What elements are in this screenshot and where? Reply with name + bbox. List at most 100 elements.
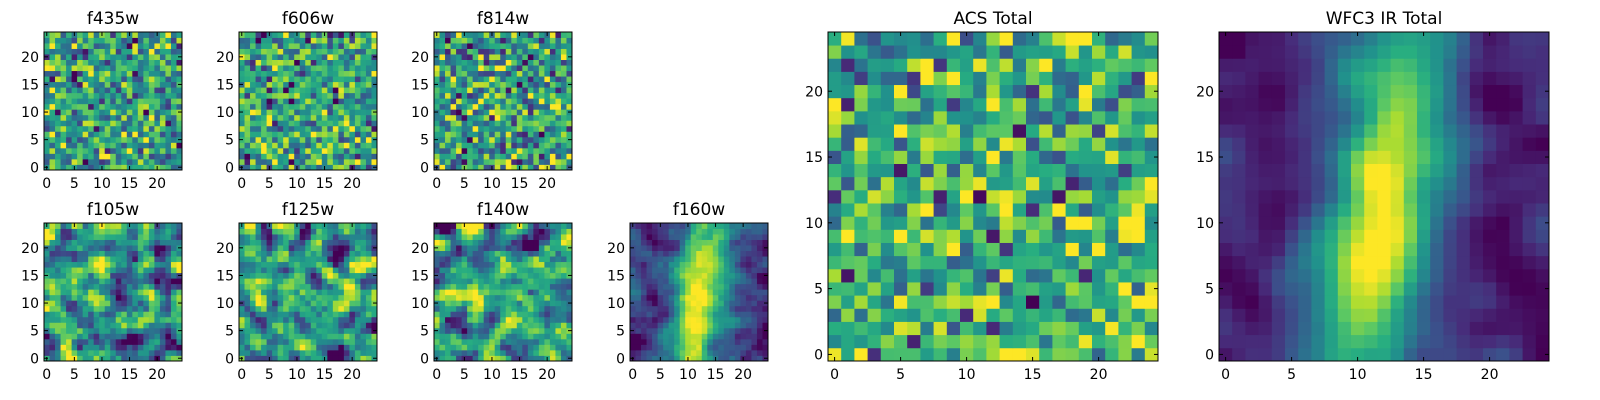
heatmap-cell	[305, 327, 312, 334]
heatmap-cell	[555, 322, 562, 329]
heatmap-cell	[159, 311, 166, 318]
heatmap-cell	[121, 349, 128, 356]
heatmap-cell	[77, 158, 84, 165]
heatmap-cell	[505, 164, 512, 171]
heatmap-cell	[338, 92, 345, 99]
heatmap-cell	[244, 131, 251, 138]
heatmap-cell	[516, 48, 523, 55]
heatmap-cell	[299, 103, 306, 110]
heatmap-cell	[239, 261, 245, 268]
heatmap-cell	[277, 228, 284, 235]
heatmap-cell	[288, 234, 295, 240]
heatmap-cell	[538, 338, 545, 345]
heatmap-cell	[77, 355, 84, 362]
heatmap-cell	[1026, 189, 1040, 204]
heatmap-cell	[272, 125, 279, 132]
panel-title: f105w	[87, 200, 139, 220]
heatmap-cell	[71, 261, 78, 268]
heatmap-cell	[494, 120, 501, 127]
heatmap-cell	[305, 81, 312, 88]
heatmap-cell	[371, 92, 378, 99]
heatmap-cell	[500, 98, 507, 105]
heatmap-cell	[321, 103, 328, 110]
heatmap-cell	[99, 267, 106, 274]
heatmap-cell	[894, 255, 908, 270]
heatmap-cell	[472, 114, 479, 121]
heatmap-cell	[371, 267, 378, 274]
heatmap-cell	[560, 136, 567, 143]
heatmap-cell	[478, 120, 485, 127]
heatmap-cell	[483, 48, 490, 55]
heatmap-cell	[143, 92, 150, 99]
heatmap-cell	[445, 250, 451, 257]
heatmap-cell	[104, 32, 111, 38]
heatmap-cell	[294, 153, 301, 160]
heatmap-cell	[500, 65, 507, 72]
heatmap-cell	[461, 283, 468, 290]
heatmap-cell	[946, 347, 961, 362]
heatmap-cell	[511, 158, 518, 165]
heatmap-cell	[288, 54, 295, 60]
heatmap-cell	[371, 256, 378, 263]
heatmap-cell	[170, 300, 177, 307]
heatmap-cell	[332, 114, 339, 121]
heatmap-cell	[668, 223, 675, 229]
heatmap-cell	[71, 136, 78, 143]
heatmap-cell	[310, 92, 317, 99]
heatmap-cell	[450, 70, 457, 77]
heatmap-cell	[560, 70, 567, 77]
heatmap-cell	[110, 92, 117, 99]
heatmap-cell	[560, 333, 567, 340]
heatmap-cell	[657, 267, 664, 274]
heatmap-cell	[973, 163, 987, 178]
heatmap-cell	[261, 136, 267, 143]
heatmap-cell	[445, 355, 451, 362]
heatmap-cell	[272, 305, 279, 312]
heatmap-cell	[71, 305, 78, 312]
heatmap-cell	[55, 316, 61, 323]
heatmap-cell	[434, 349, 440, 356]
heatmap-cell	[483, 65, 490, 72]
heatmap-cell	[104, 54, 111, 60]
heatmap-cell	[478, 65, 485, 72]
heatmap-cell	[549, 43, 556, 49]
heatmap-cell	[445, 103, 451, 110]
heatmap-cell	[745, 311, 752, 318]
heatmap-cell	[679, 283, 686, 290]
heatmap-cell	[272, 349, 279, 356]
heatmap-cell	[973, 295, 987, 309]
heatmap-cell	[511, 355, 518, 362]
heatmap-cell	[456, 338, 462, 345]
heatmap-cell	[522, 103, 529, 110]
heatmap-cell	[148, 136, 155, 143]
heatmap-cell	[321, 322, 328, 329]
heatmap-cell	[143, 98, 150, 105]
heatmap-cell	[522, 349, 529, 356]
heatmap-cell	[365, 283, 372, 290]
heatmap-cell	[115, 158, 122, 165]
y-tick-label: 10	[216, 296, 234, 312]
heatmap-cell	[1092, 176, 1106, 191]
heatmap-cell	[555, 153, 562, 160]
heatmap-cell	[439, 239, 446, 246]
heatmap-cell	[327, 245, 334, 251]
heatmap-cell	[450, 114, 457, 121]
heatmap-cell	[261, 305, 267, 312]
heatmap-cell	[522, 70, 529, 77]
heatmap-cell	[450, 48, 457, 55]
heatmap-cell	[170, 37, 177, 44]
heatmap-cell	[288, 223, 295, 229]
heatmap-cell	[299, 234, 306, 240]
heatmap-cell	[316, 272, 323, 279]
heatmap-cell	[250, 223, 256, 229]
heatmap-cell	[467, 32, 474, 38]
heatmap-cell	[115, 120, 122, 127]
heatmap-cell	[66, 223, 72, 229]
heatmap-cell	[99, 59, 106, 66]
heatmap-cell	[148, 327, 155, 334]
heatmap-cell	[740, 245, 747, 251]
heatmap-cell	[99, 65, 106, 72]
heatmap-cell	[49, 267, 56, 274]
heatmap-cell	[327, 98, 334, 105]
heatmap-cell	[483, 142, 490, 149]
